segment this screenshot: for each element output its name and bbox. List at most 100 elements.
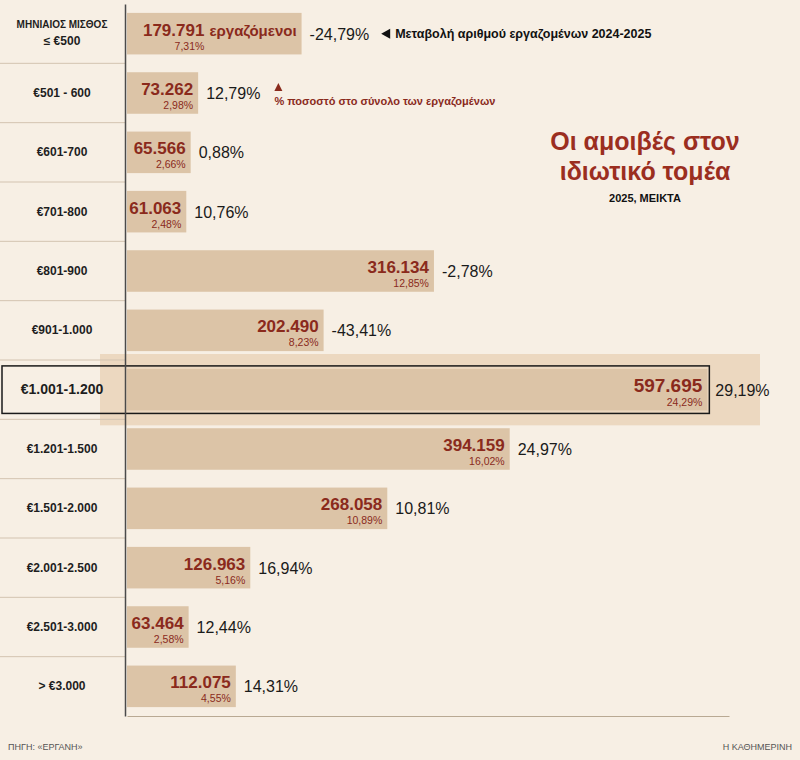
value-label: 61.063	[129, 199, 181, 218]
bar	[127, 547, 250, 589]
share-label: 10,89%	[347, 514, 383, 526]
bar	[127, 250, 434, 292]
y-tick: €1.001-1.200	[21, 381, 125, 397]
share-label: 2,66%	[156, 158, 186, 170]
y-tick-label: €601-700	[37, 145, 88, 159]
bar	[127, 488, 387, 530]
chart: ≤ €500 €501 - 600 €601-700 €701-800 €801-900…	[0, 0, 800, 760]
row-separator	[0, 656, 125, 657]
y-tick-label: €2.001-2.500	[27, 561, 98, 575]
value-label: 179.791	[143, 21, 204, 40]
change-label: 24,97%	[518, 441, 572, 458]
share-label: 2,98%	[163, 99, 193, 111]
y-tick-label: €501 - 600	[33, 86, 91, 100]
change-label: -24,79%	[310, 26, 370, 43]
bar	[127, 666, 236, 708]
y-tick-label: €1.201-1.500	[27, 442, 98, 456]
bar	[127, 13, 302, 55]
change-label: 16,94%	[258, 560, 312, 577]
y-tick: €901-1.000	[32, 323, 125, 337]
y-tick: €601-700	[37, 145, 125, 159]
row-separator	[0, 241, 125, 242]
value-label: 65.566	[134, 139, 186, 158]
row-separator	[0, 478, 125, 479]
y-tick: €1.501-2.000	[27, 501, 125, 515]
bar	[127, 606, 189, 648]
change-label: 29,19%	[715, 382, 769, 399]
y-axis: ≤ €500 €501 - 600 €601-700 €701-800 €801-900…	[21, 5, 126, 717]
share-label: 2,58%	[154, 633, 184, 645]
share-note: % ποσοστό στο σύνολο των εργαζομένων	[274, 95, 495, 108]
y-tick: €2.501-3.000	[27, 620, 125, 634]
title: Οι αμοιβές στονιδιωτικό τομέα	[550, 127, 739, 185]
unit-label: εργαζόμενοι	[209, 22, 296, 39]
share-label: 4,55%	[201, 692, 231, 704]
title-line: Οι αμοιβές στον	[550, 127, 739, 156]
row-separator	[0, 300, 125, 301]
credit: Η ΚΑΘΗΜΕΡΙΝΗ	[723, 742, 792, 752]
value-label: 202.490	[257, 317, 318, 336]
highlight-band	[100, 354, 760, 425]
subtitle: 2025, ΜΕΙΚΤΑ	[609, 192, 681, 204]
y-tick: > €3.000	[38, 679, 125, 693]
arrow-left	[381, 29, 390, 39]
row-separator	[0, 419, 125, 420]
source: ΠΗΓΗ: «ΕΡΓΑΝΗ»	[8, 742, 83, 752]
y-tick-label: €1.501-2.000	[27, 501, 98, 515]
value-label: 126.963	[184, 555, 245, 574]
share-label: 2,48%	[152, 218, 182, 230]
y-tick-label: €2.501-3.000	[27, 620, 98, 634]
value-label: 316.134	[368, 258, 430, 277]
bar	[127, 72, 198, 114]
y-tick-label: > €3.000	[38, 679, 85, 693]
bars	[127, 13, 707, 707]
y-tick: €1.201-1.500	[27, 442, 125, 456]
bar	[127, 191, 186, 233]
title-line: ιδιωτικό τομέα	[560, 157, 731, 185]
change-note: Μεταβολή αριθμού εργαζομένων 2024-2025	[395, 27, 651, 41]
share-label: 16,02%	[469, 455, 505, 467]
value-label: 597.695	[634, 375, 703, 396]
row-separator	[0, 360, 125, 361]
bar	[127, 310, 324, 352]
row-separator	[0, 538, 125, 539]
value-label: 73.262	[141, 80, 193, 99]
row-separator	[0, 122, 125, 123]
bar	[127, 428, 510, 470]
y-tick: €801-900	[37, 264, 125, 278]
y-tick: €501 - 600	[33, 86, 125, 100]
chart-container: ≤ €500 €501 - 600 €601-700 €701-800 €801-900…	[0, 0, 800, 760]
y-tick: €2.001-2.500	[27, 561, 125, 575]
row-separators	[0, 63, 125, 656]
value-label: 63.464	[132, 614, 185, 633]
y-tick-label: ≤ €500	[44, 34, 81, 48]
x-axis-line	[128, 716, 730, 717]
change-label: -43,41%	[332, 322, 392, 339]
arrow-up	[274, 83, 282, 91]
bar	[127, 369, 707, 411]
share-label: 12,85%	[393, 277, 429, 289]
bar	[127, 132, 191, 174]
change-label: 10,81%	[395, 500, 449, 517]
share-label: 5,16%	[215, 574, 245, 586]
share-label: 8,23%	[289, 336, 319, 348]
y-axis-title: ΜΗΝΙΑΙΟΣ ΜΙΣΘΟΣ	[17, 19, 108, 30]
row-separator	[0, 597, 125, 598]
labels: εργαζόμενοι 179.7917,31% -24,79% 73.2622,98…	[129, 21, 769, 705]
change-label: 14,31%	[244, 678, 298, 695]
y-tick: €701-800	[37, 205, 125, 219]
y-tick: ≤ €500	[44, 34, 125, 48]
x-axis	[128, 716, 730, 717]
row-separator	[0, 63, 125, 64]
change-label: 12,79%	[206, 85, 260, 102]
y-tick-label: €801-900	[37, 264, 88, 278]
value-label: 394.159	[443, 436, 504, 455]
change-label: -2,78%	[442, 263, 493, 280]
row-separator	[0, 182, 125, 183]
y-axis-line	[125, 5, 127, 717]
y-tick-label: €1.001-1.200	[21, 381, 104, 397]
change-label: 12,44%	[197, 619, 251, 636]
share-label: 7,31%	[175, 40, 205, 52]
background	[0, 0, 800, 760]
y-tick-label: €901-1.000	[32, 323, 93, 337]
